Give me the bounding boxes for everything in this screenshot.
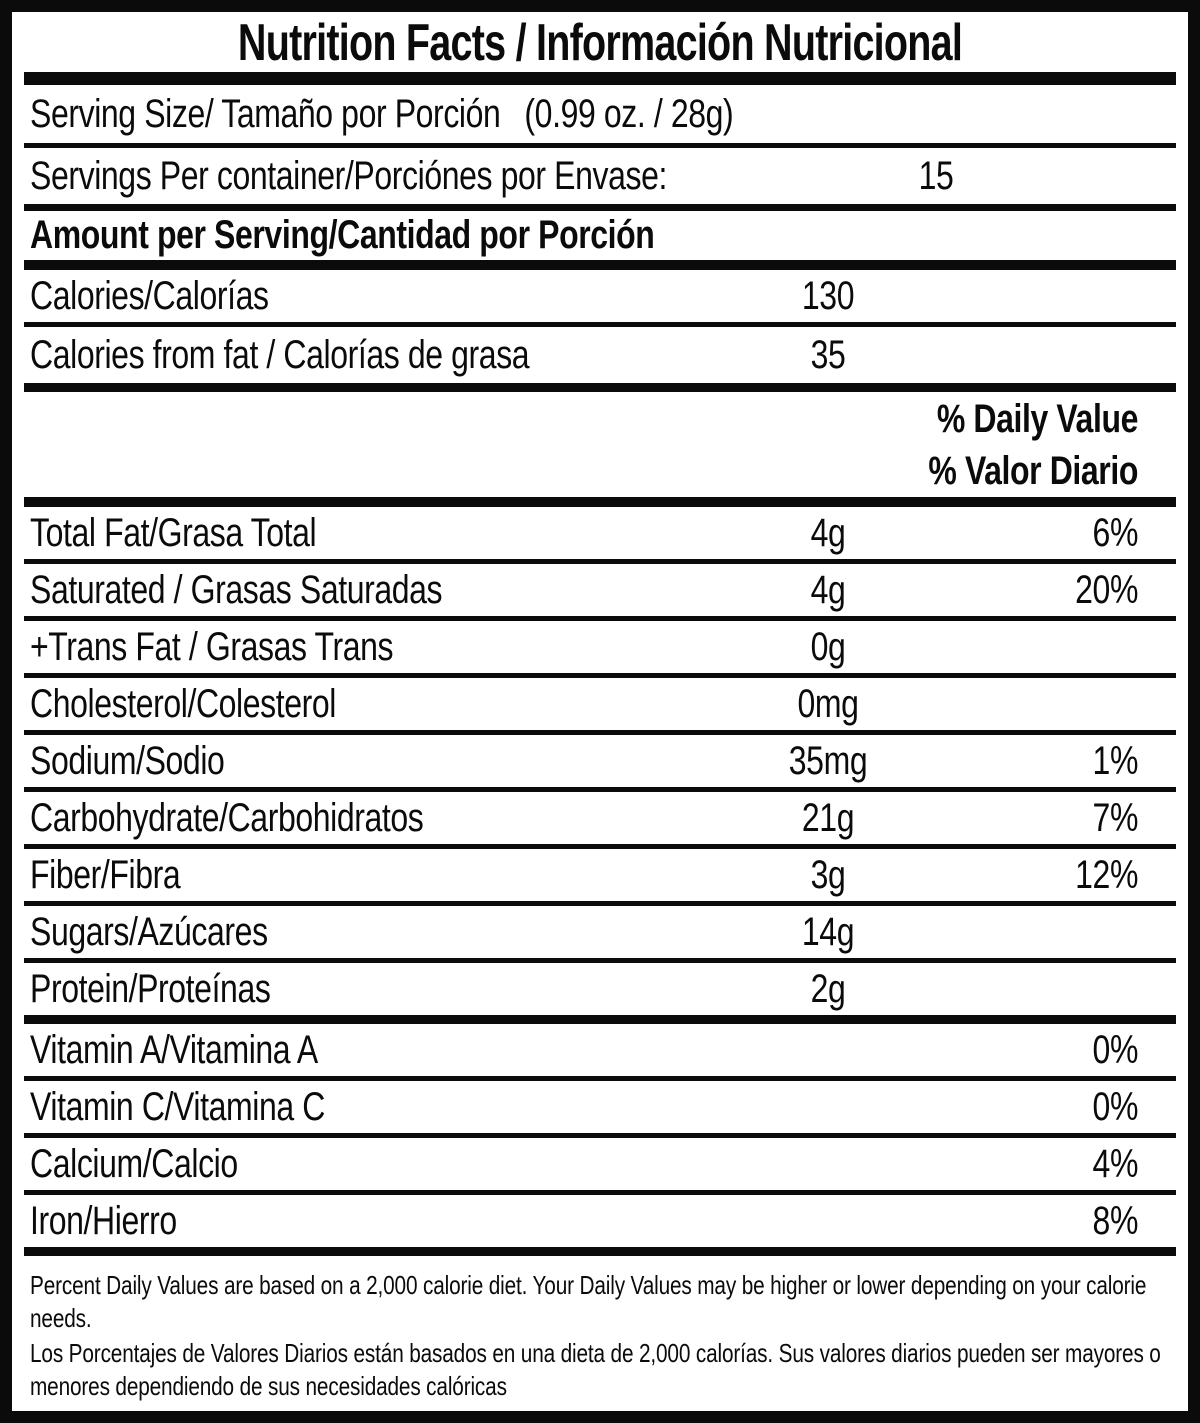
vitamin-row: Iron/Hierro 8% (24, 1195, 1176, 1247)
servings-per-container-label: Servings Per container/Porciónes por Env… (30, 153, 667, 198)
nutrient-row: Carbohydrate/Carbohidratos 21g 7% (24, 792, 1176, 844)
vitamin-daily-value: 0% (1092, 1084, 1139, 1129)
divider (24, 559, 1176, 564)
serving-size-text: Serving Size/ Tamaño por Porción (0.99 oz… (30, 91, 734, 137)
divider (24, 730, 1176, 735)
calories-from-fat-row: Calories from fat / Calorías de grasa 35 (24, 327, 1176, 383)
amount-per-serving-header-row: Amount per Serving/Cantidad por Porción (24, 211, 1176, 260)
nutrient-label: Total Fat/Grasa Total (30, 510, 317, 555)
nutrient-amount: 2g (810, 966, 846, 1011)
divider (24, 844, 1176, 849)
nutrient-amount: 14g (801, 909, 855, 954)
amount-per-serving-header: Amount per Serving/Cantidad por Porción (30, 213, 655, 257)
nutrient-row: Total Fat/Grasa Total 4g 6% (24, 507, 1176, 559)
nutrient-daily-value: 12% (1075, 852, 1138, 897)
nutrient-amount: 3g (810, 852, 846, 897)
nutrient-amount: 0mg (797, 681, 859, 726)
section-divider (24, 260, 1176, 270)
section-divider (24, 497, 1176, 507)
label-title: Nutrition Facts / Información Nutriciona… (237, 14, 963, 72)
nutrient-row: +Trans Fat / Grasas Trans 0g (24, 621, 1176, 673)
nutrient-row: Sodium/Sodio 35mg 1% (24, 735, 1176, 787)
serving-size-value: (0.99 oz. / 28g) (524, 91, 734, 136)
vitamin-daily-value: 0% (1092, 1027, 1139, 1072)
nutrient-row: Saturated / Grasas Saturadas 4g 20% (24, 564, 1176, 616)
vitamin-label: Vitamin C/Vitamina C (30, 1084, 325, 1129)
divider (24, 616, 1176, 621)
footnote: Percent Daily Values are based on a 2,00… (24, 1256, 1176, 1403)
vitamin-daily-value: 8% (1092, 1198, 1139, 1243)
vitamin-row: Vitamin C/Vitamina C 0% (24, 1081, 1176, 1133)
nutrient-label: Cholesterol/Colesterol (30, 681, 337, 726)
nutrient-label: Protein/Proteínas (30, 966, 271, 1011)
section-divider (24, 1015, 1176, 1024)
nutrient-label: Carbohydrate/Carbohidratos (30, 795, 424, 840)
divider (24, 322, 1176, 327)
nutrient-row: Protein/Proteínas 2g (24, 963, 1176, 1015)
divider (24, 1076, 1176, 1081)
daily-value-header-en: % Daily Value (936, 396, 1139, 441)
calories-row: Calories/Calorías 130 (24, 270, 1176, 322)
serving-size-label: Serving Size/ Tamaño por Porción (30, 91, 501, 136)
servings-per-container-value: 15 (918, 153, 954, 198)
divider (24, 1133, 1176, 1138)
nutrient-label: +Trans Fat / Grasas Trans (30, 624, 394, 669)
divider (24, 901, 1176, 906)
calories-amount: 130 (801, 273, 855, 318)
nutrient-label: Sugars/Azúcares (30, 909, 268, 954)
vitamin-label: Iron/Hierro (30, 1198, 177, 1243)
nutrient-amount: 21g (801, 795, 855, 840)
section-divider (24, 1247, 1176, 1256)
divider (24, 204, 1176, 211)
divider (24, 787, 1176, 792)
nutrient-label: Saturated / Grasas Saturadas (30, 567, 443, 612)
nutrient-amount: 4g (810, 510, 846, 555)
vitamin-daily-value: 4% (1092, 1141, 1139, 1186)
vitamin-row: Vitamin A/Vitamina A 0% (24, 1024, 1176, 1076)
nutrient-daily-value: 20% (1075, 567, 1138, 612)
nutrient-amount: 35mg (788, 738, 868, 783)
vitamin-label: Calcium/Calcio (30, 1141, 238, 1186)
nutrient-row: Fiber/Fibra 3g 12% (24, 849, 1176, 901)
calories-label: Calories/Calorías (30, 273, 269, 318)
divider (24, 143, 1176, 148)
nutrient-daily-value: 7% (1092, 795, 1139, 840)
nutrient-label: Sodium/Sodio (30, 738, 225, 783)
title-divider (24, 72, 1176, 85)
vitamin-label: Vitamin A/Vitamina A (30, 1027, 318, 1072)
divider (24, 673, 1176, 678)
serving-size-row: Serving Size/ Tamaño por Porción (0.99 oz… (24, 85, 1176, 143)
nutrient-amount: 4g (810, 567, 846, 612)
divider (24, 958, 1176, 963)
nutrient-row: Sugars/Azúcares 14g (24, 906, 1176, 958)
servings-per-container-row: Servings Per container/Porciónes por Env… (24, 148, 1176, 204)
nutrient-daily-value: 6% (1092, 510, 1139, 555)
calories-from-fat-label: Calories from fat / Calorías de grasa (30, 332, 530, 377)
nutrient-row: Cholesterol/Colesterol 0mg (24, 678, 1176, 730)
calories-from-fat-amount: 35 (810, 332, 846, 377)
footnote-en: Percent Daily Values are based on a 2,00… (30, 1270, 1147, 1333)
daily-value-header-es: % Valor Diario (928, 448, 1138, 493)
nutrient-label: Fiber/Fibra (30, 852, 181, 897)
divider (24, 1190, 1176, 1195)
nutrient-daily-value: 1% (1092, 738, 1139, 783)
vitamin-rows: Vitamin A/Vitamina A 0% Vitamin C/Vitamina… (24, 1024, 1176, 1256)
footnote-es: Los Porcentajes de Valores Diarios están… (30, 1338, 1161, 1401)
nutrient-rows: Total Fat/Grasa Total 4g 6% Saturated / Gra… (24, 507, 1176, 1024)
nutrient-amount: 0g (810, 624, 846, 669)
section-divider (24, 383, 1176, 392)
daily-value-header: % Daily Value % Valor Diario (24, 392, 1176, 497)
vitamin-row: Calcium/Calcio 4% (24, 1138, 1176, 1190)
